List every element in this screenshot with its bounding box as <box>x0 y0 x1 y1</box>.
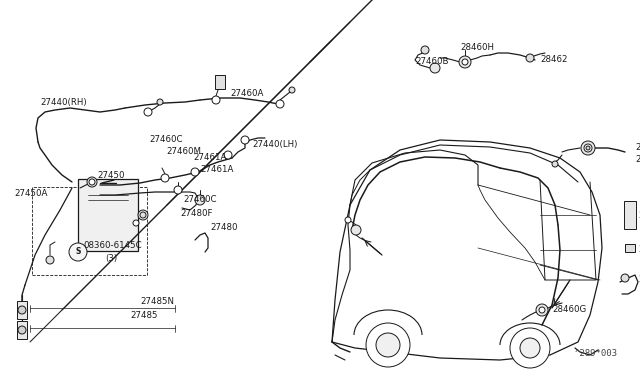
Circle shape <box>430 63 440 73</box>
Text: 27460M: 27460M <box>166 148 201 157</box>
Circle shape <box>144 108 152 116</box>
Text: 27460C: 27460C <box>183 196 216 205</box>
Circle shape <box>581 141 595 155</box>
Circle shape <box>241 136 249 144</box>
Circle shape <box>289 87 295 93</box>
Circle shape <box>191 168 199 176</box>
Circle shape <box>366 323 410 367</box>
Bar <box>32 187 147 275</box>
FancyBboxPatch shape <box>78 179 138 251</box>
Text: 28462: 28462 <box>540 55 568 64</box>
Text: 28775: 28775 <box>635 142 640 151</box>
Circle shape <box>351 225 361 235</box>
Text: S: S <box>76 247 81 257</box>
Circle shape <box>552 161 558 167</box>
Text: 27485N: 27485N <box>140 298 174 307</box>
Circle shape <box>212 96 220 104</box>
Circle shape <box>539 307 545 313</box>
Text: 28786: 28786 <box>635 155 640 164</box>
Text: 28460H: 28460H <box>460 42 494 51</box>
Text: 27480: 27480 <box>210 224 237 232</box>
Text: 27460B: 27460B <box>415 58 449 67</box>
Circle shape <box>133 220 139 226</box>
Text: 28786: 28786 <box>638 246 640 254</box>
Circle shape <box>161 174 169 182</box>
Text: 28460G: 28460G <box>552 305 586 314</box>
Bar <box>624 201 636 229</box>
Circle shape <box>586 146 590 150</box>
Circle shape <box>462 59 468 65</box>
Text: 27480F: 27480F <box>180 208 212 218</box>
Text: 27485: 27485 <box>130 311 157 321</box>
Bar <box>17 301 27 319</box>
Circle shape <box>138 210 148 220</box>
Text: 27460C: 27460C <box>149 135 182 144</box>
Circle shape <box>157 99 163 105</box>
Text: 28461: 28461 <box>638 211 640 219</box>
Text: 28462: 28462 <box>638 276 640 285</box>
Text: 27440(RH): 27440(RH) <box>40 99 86 108</box>
Circle shape <box>376 333 400 357</box>
Circle shape <box>224 151 232 159</box>
Text: 27450: 27450 <box>97 170 125 180</box>
Bar <box>17 321 27 339</box>
Circle shape <box>421 46 429 54</box>
Text: (3): (3) <box>105 253 117 263</box>
Bar <box>625 244 635 252</box>
Circle shape <box>195 195 205 205</box>
Circle shape <box>584 144 592 152</box>
Circle shape <box>276 100 284 108</box>
Text: ^289*003: ^289*003 <box>575 349 618 358</box>
Text: 27450A: 27450A <box>14 189 47 198</box>
Circle shape <box>174 186 182 194</box>
Circle shape <box>18 306 26 314</box>
Text: 27460A: 27460A <box>230 89 264 97</box>
Circle shape <box>536 304 548 316</box>
Circle shape <box>459 56 471 68</box>
Circle shape <box>345 217 351 223</box>
Text: 08360-6145C: 08360-6145C <box>83 241 141 250</box>
Circle shape <box>18 326 26 334</box>
Circle shape <box>520 338 540 358</box>
Circle shape <box>46 256 54 264</box>
Bar <box>215 75 225 89</box>
Circle shape <box>526 54 534 62</box>
Text: 27461A: 27461A <box>200 166 234 174</box>
Text: 27461A: 27461A <box>193 154 227 163</box>
Circle shape <box>140 212 146 218</box>
Circle shape <box>89 179 95 185</box>
Circle shape <box>510 328 550 368</box>
Circle shape <box>69 243 87 261</box>
Circle shape <box>87 177 97 187</box>
Circle shape <box>621 274 629 282</box>
Text: 27440(LH): 27440(LH) <box>252 141 298 150</box>
